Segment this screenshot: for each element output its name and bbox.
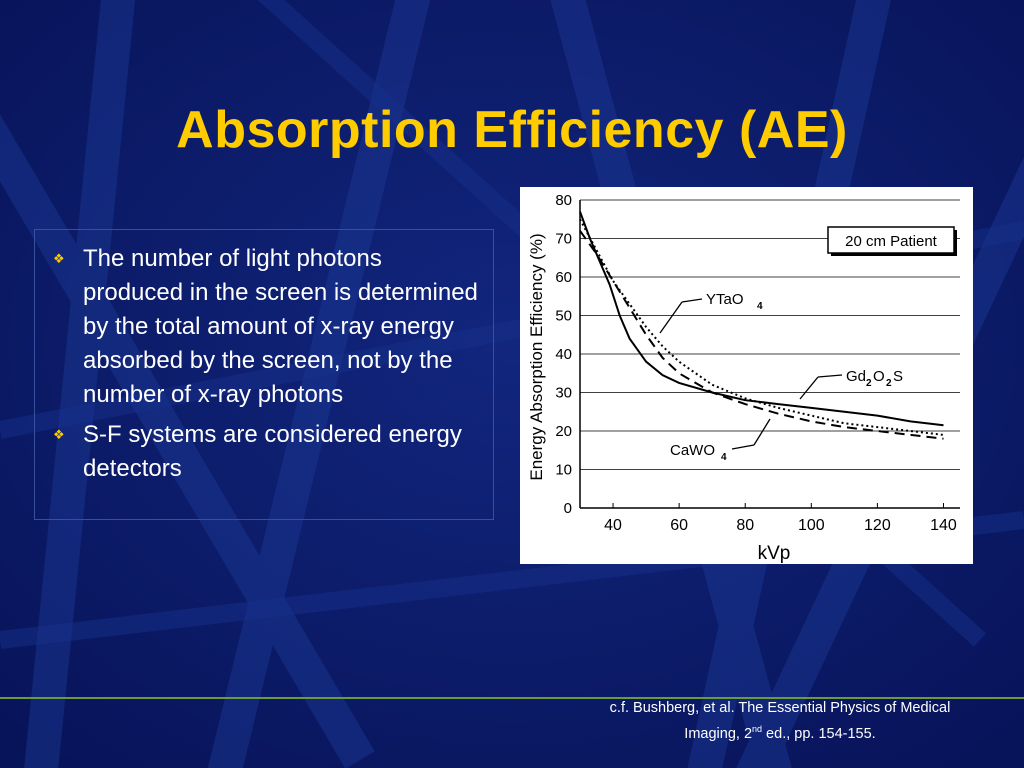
series-label: CaWO (670, 442, 715, 459)
four-diamond-bullet-icon: ❖ (53, 427, 65, 442)
slide-title: Absorption Efficiency (AE) (176, 101, 848, 159)
label-leader-line (817, 374, 843, 378)
label-leader-line (659, 301, 683, 334)
y-tick-label: 40 (555, 346, 572, 363)
x-axis-label: kVp (758, 543, 791, 564)
x-tick-label: 120 (864, 517, 891, 534)
series-label-subscript: 2 (866, 378, 872, 389)
label-leader-line (731, 444, 755, 450)
y-tick-label: 0 (564, 500, 572, 517)
citation-line-2: Imaging, 2nd ed., pp. 154-155. (560, 719, 1000, 745)
citation: c.f. Bushberg, et al. The Essential Phys… (560, 698, 1000, 745)
series-label-subscript: 2 (886, 378, 892, 389)
footer-divider (0, 697, 1024, 699)
series-label: YTaO (706, 291, 744, 308)
series-line-ytao4 (579, 218, 944, 436)
series-label: S (893, 368, 903, 385)
series-lines (579, 211, 944, 440)
x-tick-label: 100 (798, 517, 825, 534)
grid-lines (580, 199, 960, 470)
y-tick-label: 10 (555, 462, 572, 479)
label-leader-line (753, 418, 771, 446)
absorption-efficiency-chart: 0 10 20 30 40 50 60 70 80 40 60 80 100 120 140 Energy … (527, 192, 960, 564)
bullet-list: ❖ The number of light photons produced i… (35, 230, 493, 486)
axes (579, 200, 960, 509)
x-tick-label: 80 (736, 517, 754, 534)
x-tick-label: 40 (604, 517, 622, 534)
y-tick-label: 70 (555, 231, 572, 248)
y-tick-label: 30 (555, 385, 572, 402)
y-tick-label: 60 (555, 269, 572, 286)
y-tick-label: 50 (555, 308, 572, 325)
series-line-cawo4 (579, 230, 944, 440)
label-leader-line (681, 298, 703, 303)
series-label: Gd (846, 368, 866, 385)
citation-superscript: nd (752, 724, 763, 734)
bullet-item: ❖ S-F systems are considered energy dete… (53, 418, 483, 486)
series-label-subscript: 4 (721, 452, 727, 463)
label-leader-line (799, 376, 819, 400)
x-tick-label: 60 (670, 517, 688, 534)
absorption-chart-panel: 0 10 20 30 40 50 60 70 80 40 60 80 100 120 140 Energy … (520, 187, 973, 564)
y-axis-label: Energy Absorption Efficiency (%) (527, 233, 546, 480)
bullet-text: S-F systems are considered energy detect… (83, 421, 462, 482)
bullet-text: The number of light photons produced in … (83, 245, 478, 408)
series-label: O (873, 368, 885, 385)
bullet-item: ❖ The number of light photons produced i… (53, 242, 483, 412)
series-label-subscript: 4 (757, 301, 763, 312)
annotation-text: 20 cm Patient (845, 233, 938, 250)
four-diamond-bullet-icon: ❖ (53, 251, 65, 266)
series-line-gd2o2s (579, 211, 944, 427)
y-tick-label: 80 (555, 192, 572, 209)
annotation-box: 20 cm Patient (827, 226, 957, 256)
y-tick-label: 20 (555, 423, 572, 440)
x-tick-label: 140 (930, 517, 957, 534)
citation-suffix: ed., pp. 154-155. (762, 725, 876, 742)
tick-labels: 0 10 20 30 40 50 60 70 80 40 60 80 100 120 140 (555, 192, 957, 534)
bullet-text-box: ❖ The number of light photons produced i… (34, 229, 494, 520)
citation-line-1: c.f. Bushberg, et al. The Essential Phys… (609, 700, 951, 716)
citation-prefix: Imaging, 2 (684, 725, 753, 742)
